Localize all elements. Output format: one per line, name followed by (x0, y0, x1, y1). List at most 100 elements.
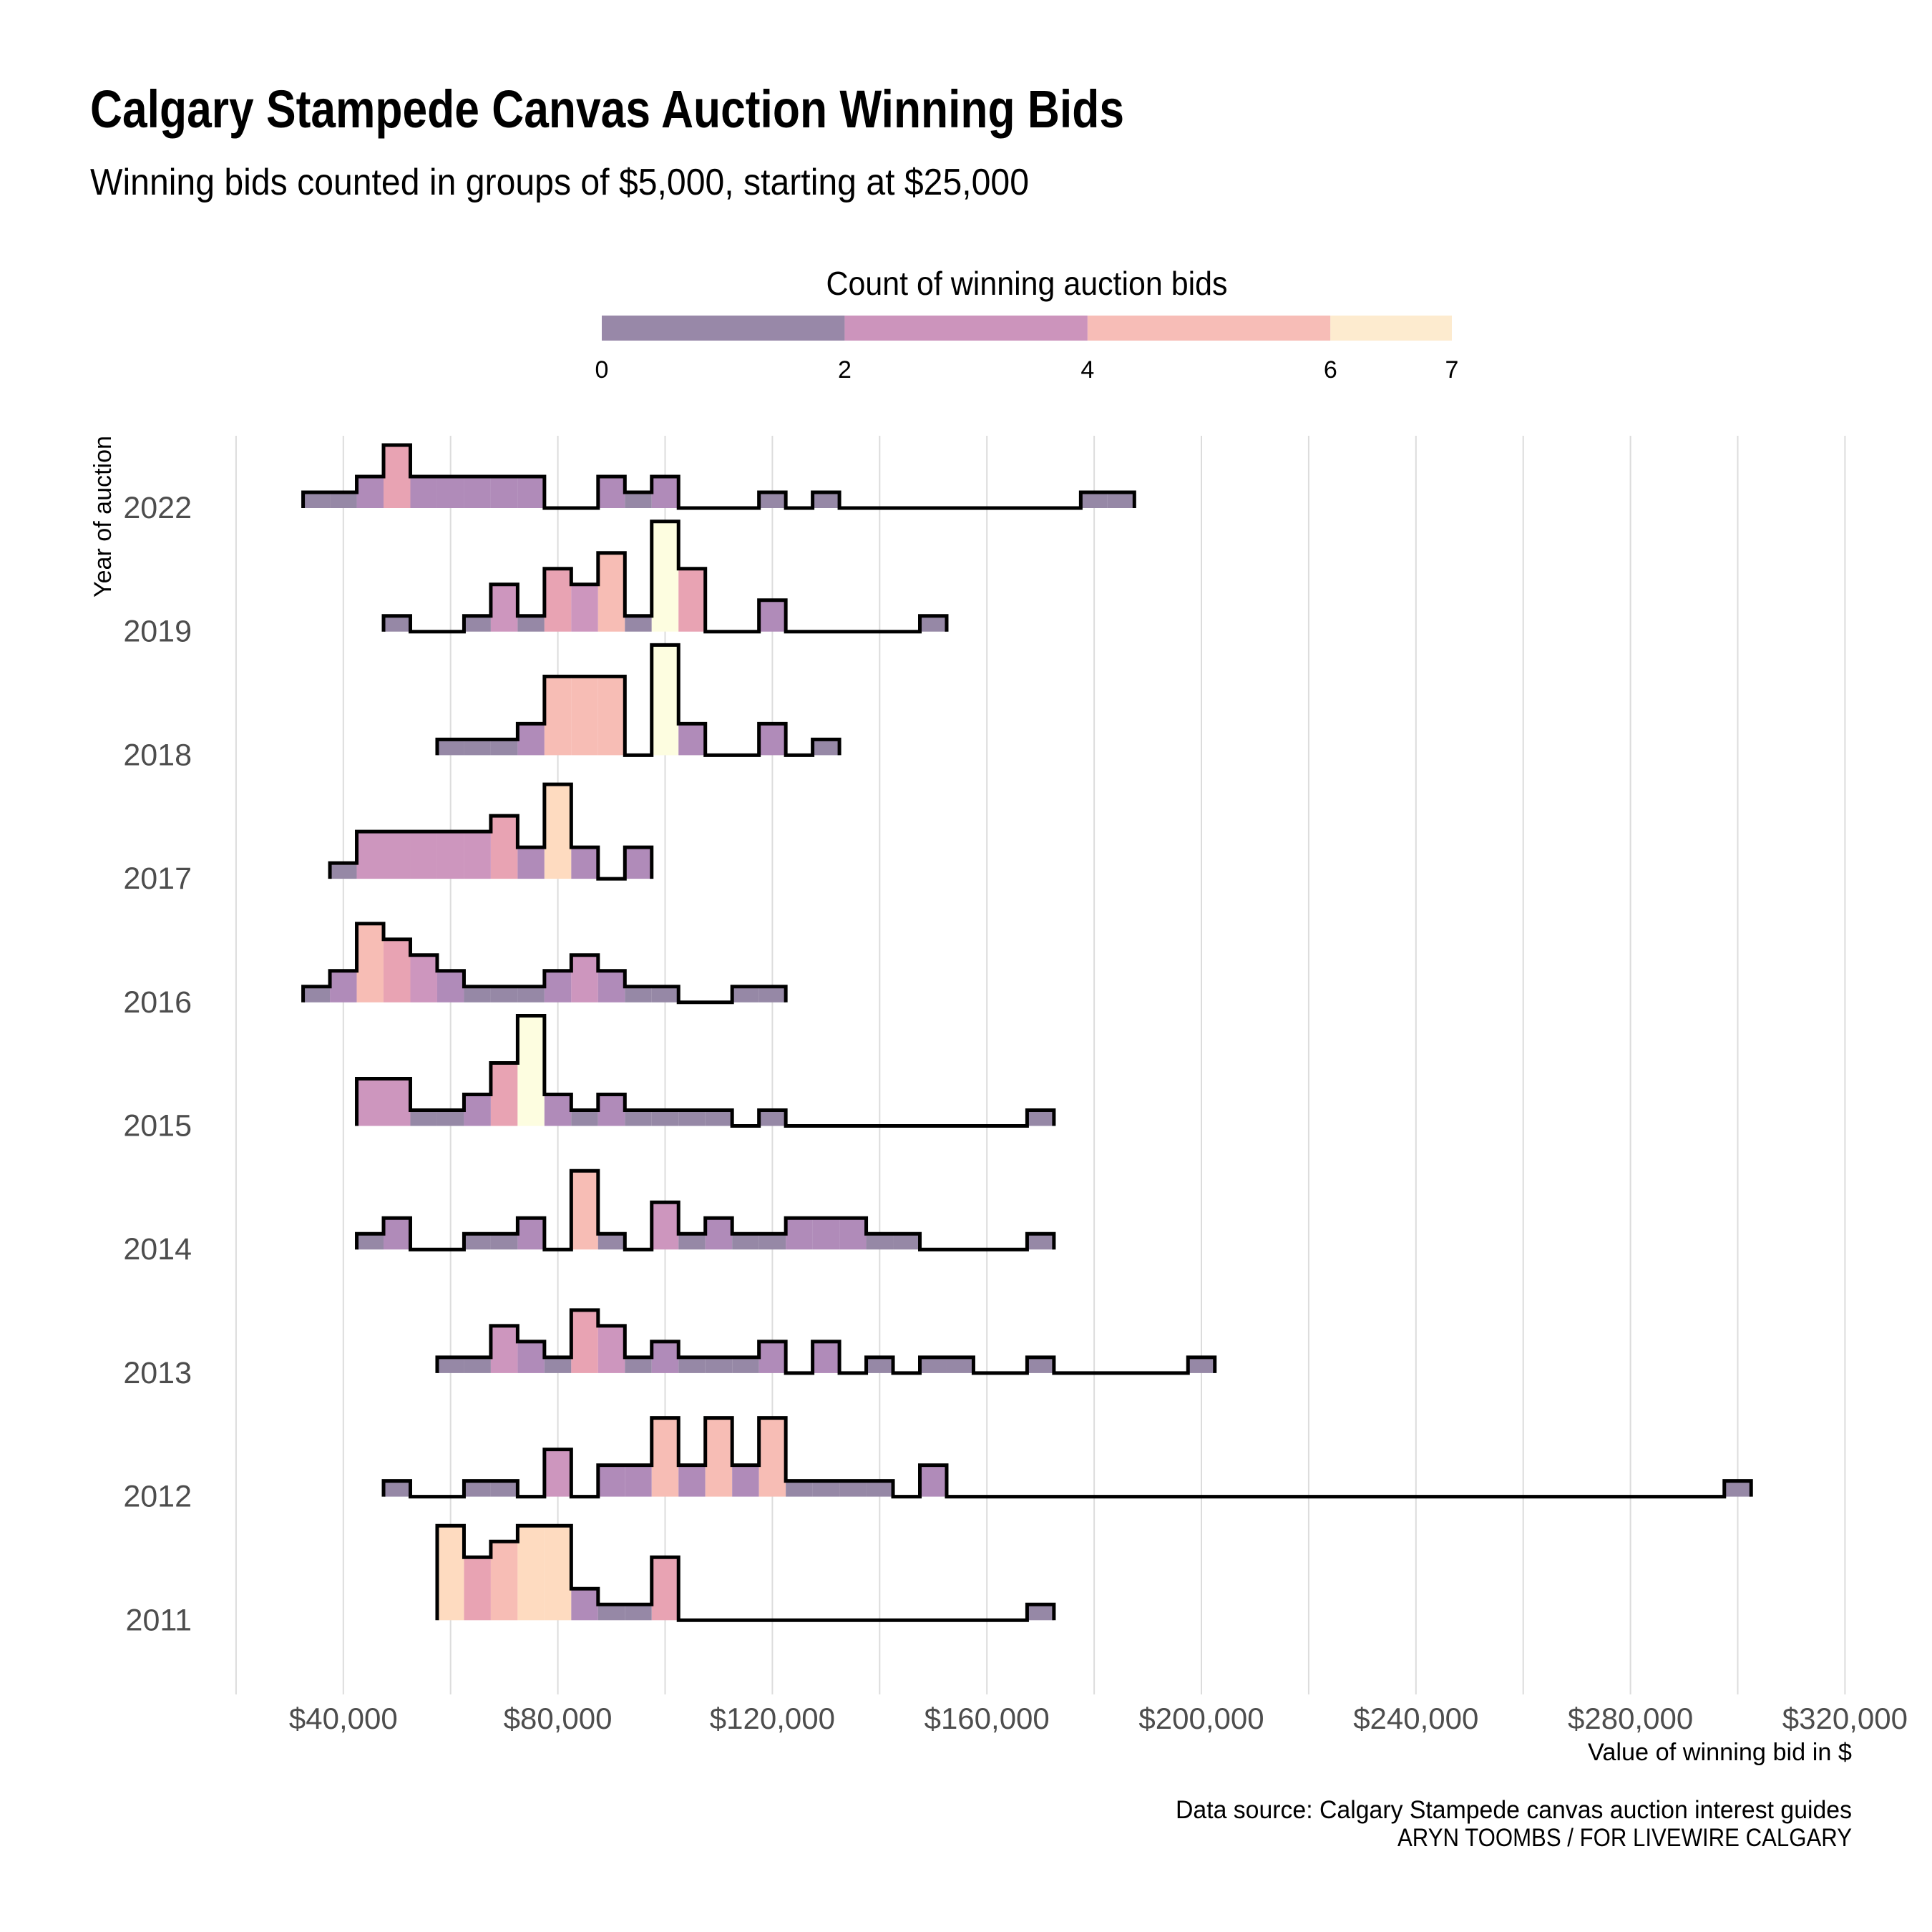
histogram-bar (1107, 492, 1135, 508)
histogram-bar (812, 1218, 840, 1250)
histogram-bar (866, 1357, 894, 1373)
histogram-bar (436, 477, 464, 508)
histogram-bar (436, 739, 464, 756)
histogram-bar (464, 739, 491, 756)
legend-swatch (1330, 316, 1452, 341)
histogram-bar (464, 986, 491, 1002)
histogram-bar (1027, 1110, 1054, 1126)
histogram-bar (544, 676, 572, 756)
year-label: 2013 (123, 1356, 192, 1390)
histogram-bar (490, 816, 518, 879)
gridlines (235, 436, 1846, 1694)
histogram-bar (384, 1480, 411, 1497)
histogram-bar (1188, 1357, 1215, 1373)
histogram-bar (597, 1604, 625, 1621)
histogram-bar (1027, 1234, 1054, 1250)
histogram-2014 (355, 1169, 1056, 1252)
histogram-bar (812, 739, 840, 756)
histogram-2016 (301, 922, 788, 1005)
histogram-bar (812, 1341, 840, 1373)
x-tick-label: $80,000 (504, 1702, 613, 1735)
histogram-bar (436, 1357, 464, 1373)
histogram-bar (571, 1589, 598, 1621)
histogram-bar (384, 939, 411, 1002)
histogram-bar (651, 1202, 679, 1250)
histogram-bar (410, 1110, 437, 1126)
histogram-bar (517, 1015, 545, 1126)
histogram-bar (732, 1465, 759, 1497)
y-axis-title: Year of auction (89, 436, 117, 597)
year-label: 2011 (126, 1603, 192, 1637)
histogram-bar (651, 1557, 679, 1621)
histogram-bar (571, 1110, 598, 1126)
histogram-bar (464, 1234, 491, 1250)
histogram-bar (517, 1218, 545, 1250)
histogram-bar (758, 1418, 786, 1497)
year-label: 2018 (123, 738, 192, 772)
x-axis-title: Value of winning bid in $ (1588, 1739, 1852, 1766)
x-tick-label: $240,000 (1353, 1702, 1478, 1735)
histogram-bar (758, 723, 786, 756)
x-axis-labels: $40,000 $80,000 $120,000 $160,000 $200,000 $2… (289, 1702, 1908, 1735)
histogram-bar (919, 1465, 947, 1497)
histogram-bar (490, 1541, 518, 1621)
histogram-bar (866, 1234, 894, 1250)
histogram-outline (301, 443, 1136, 510)
histogram-bar (625, 1110, 652, 1126)
histogram-bar (436, 1110, 464, 1126)
histogram-bar (651, 986, 679, 1002)
legend-tick-label: 4 (1080, 356, 1094, 384)
histogram-bar (893, 1234, 920, 1250)
histogram-bar (866, 1480, 894, 1497)
histogram-bar (678, 1465, 706, 1497)
histogram-bar (678, 1110, 706, 1126)
year-label: 2022 (123, 491, 192, 525)
histogram-2019 (381, 519, 949, 634)
histogram-bar (625, 847, 652, 879)
x-tick-label: $40,000 (289, 1702, 398, 1735)
histogram-outline (381, 519, 949, 634)
chart-subtitle: Winning bids counted in groups of $5,000… (90, 162, 1029, 203)
histogram-bar (517, 1526, 545, 1621)
histogram-bar (356, 923, 384, 1002)
histogram-bar (732, 1234, 759, 1250)
chart-title: Calgary Stampede Canvas Auction Winning … (90, 79, 1124, 139)
histogram-bar (464, 1557, 491, 1621)
histogram-bar (384, 615, 411, 632)
histogram-outline (355, 1169, 1056, 1252)
histogram-bar (330, 970, 357, 1002)
histogram-2017 (328, 782, 654, 881)
histogram-bar (919, 1357, 947, 1373)
histogram-2015 (355, 1014, 1056, 1128)
histogram-bar (303, 492, 331, 508)
histogram-bar (1027, 1604, 1054, 1621)
histogram-2011 (435, 1523, 1056, 1622)
histogram-bar (517, 723, 545, 756)
histogram-bar (758, 1341, 786, 1373)
histogram-bar (410, 477, 437, 508)
histogram-bar (384, 1218, 411, 1250)
histogram-bar (517, 986, 545, 1002)
histogram-bar (490, 1325, 518, 1373)
histogram-bar (651, 521, 679, 632)
histogram-bar (758, 1234, 786, 1250)
histogram-bar (651, 1418, 679, 1497)
x-tick-label: $120,000 (710, 1702, 835, 1735)
caption-credit: ARYN TOOMBS / FOR LIVEWIRE CALGARY (1397, 1824, 1852, 1852)
legend-tick-label: 6 (1324, 356, 1337, 384)
histogram-bar (758, 492, 786, 508)
histogram-bar (436, 970, 464, 1002)
histogram-bar (517, 615, 545, 632)
histogram-bar (571, 676, 598, 756)
histogram-bar (651, 477, 679, 508)
histogram-bar (625, 1357, 652, 1373)
histogram-bar (705, 1218, 733, 1250)
histogram-bar (544, 1094, 572, 1126)
histogram-2018 (435, 643, 841, 757)
histogram-bar (919, 615, 947, 632)
histogram-bar (651, 1110, 679, 1126)
histogram-bar (490, 739, 518, 756)
legend-colorbar (602, 316, 1452, 341)
legend-tick-label: 7 (1445, 356, 1459, 384)
histogram-bar (384, 1078, 411, 1126)
